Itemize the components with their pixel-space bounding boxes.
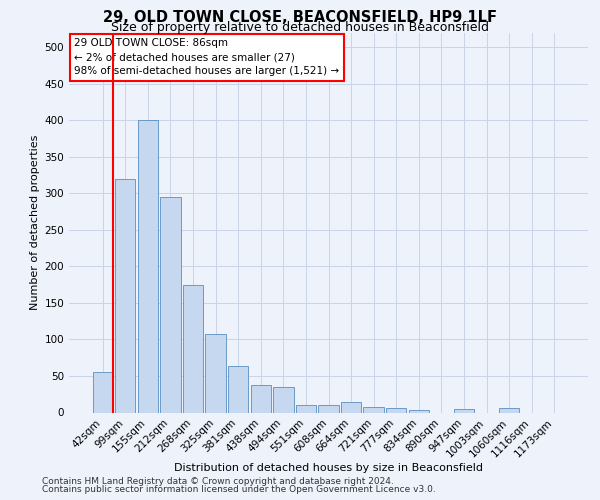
Bar bbox=[296, 405, 316, 412]
Y-axis label: Number of detached properties: Number of detached properties bbox=[30, 135, 40, 310]
Bar bbox=[228, 366, 248, 412]
Bar bbox=[115, 178, 136, 412]
Bar bbox=[138, 120, 158, 412]
Text: 29 OLD TOWN CLOSE: 86sqm
← 2% of detached houses are smaller (27)
98% of semi-de: 29 OLD TOWN CLOSE: 86sqm ← 2% of detache… bbox=[74, 38, 340, 76]
Bar bbox=[273, 387, 293, 412]
Bar bbox=[499, 408, 519, 412]
Bar bbox=[409, 410, 429, 412]
Text: Size of property relative to detached houses in Beaconsfield: Size of property relative to detached ho… bbox=[111, 21, 489, 34]
Bar bbox=[92, 372, 113, 412]
Bar bbox=[386, 408, 406, 412]
Bar bbox=[205, 334, 226, 412]
Text: Contains public sector information licensed under the Open Government Licence v3: Contains public sector information licen… bbox=[42, 485, 436, 494]
Text: Contains HM Land Registry data © Crown copyright and database right 2024.: Contains HM Land Registry data © Crown c… bbox=[42, 477, 394, 486]
Bar bbox=[341, 402, 361, 412]
Bar bbox=[183, 284, 203, 412]
Bar bbox=[160, 197, 181, 412]
Bar bbox=[251, 384, 271, 412]
Bar bbox=[364, 406, 384, 412]
X-axis label: Distribution of detached houses by size in Beaconsfield: Distribution of detached houses by size … bbox=[174, 463, 483, 473]
Bar bbox=[454, 409, 474, 412]
Bar bbox=[319, 405, 338, 412]
Text: 29, OLD TOWN CLOSE, BEACONSFIELD, HP9 1LF: 29, OLD TOWN CLOSE, BEACONSFIELD, HP9 1L… bbox=[103, 10, 497, 25]
